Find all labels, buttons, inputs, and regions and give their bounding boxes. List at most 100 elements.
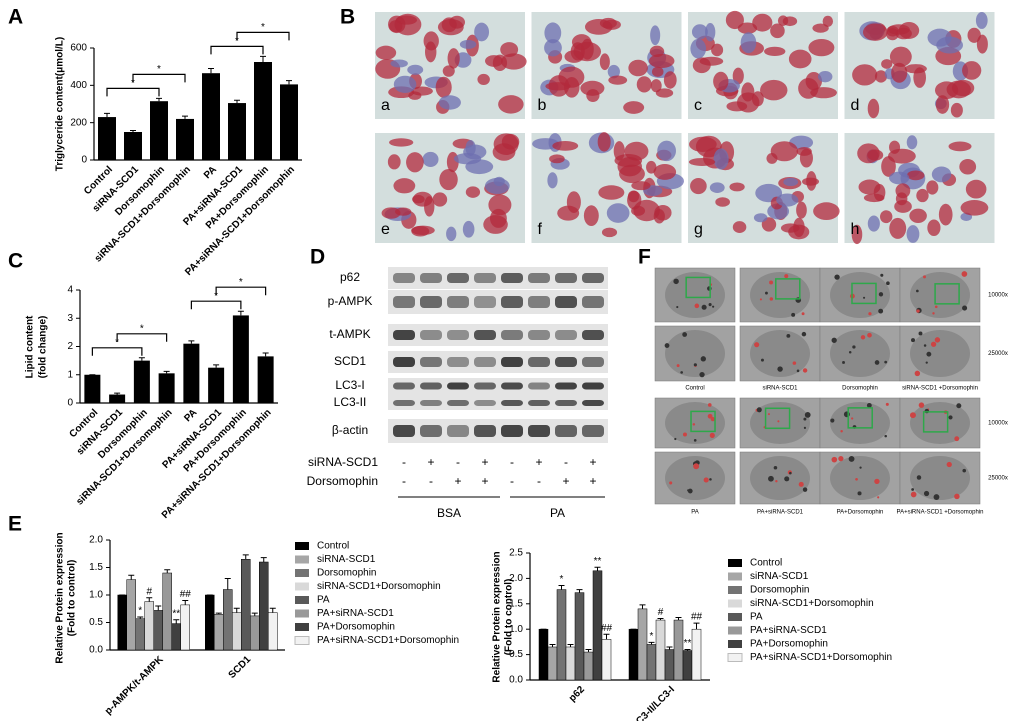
blot-band: [393, 330, 415, 340]
cell: [967, 27, 981, 43]
tem-droplet: [934, 305, 938, 309]
legend-label: PA: [317, 595, 330, 606]
tem-droplet: [860, 335, 866, 340]
bar: [232, 612, 242, 651]
error-bar: [603, 633, 610, 640]
zoom-box: [775, 278, 801, 300]
cell: [557, 205, 580, 221]
cell: [439, 168, 458, 191]
error-bar: [237, 310, 244, 316]
significance-bracket: [210, 45, 264, 55]
tem-droplet: [693, 363, 697, 367]
cell: [422, 151, 439, 168]
protein-label: p-AMPK: [328, 294, 373, 308]
significance-label: *: [650, 631, 654, 642]
tem-droplet: [765, 291, 768, 295]
tem-droplet: [954, 493, 960, 500]
cell: [695, 135, 722, 158]
blot-band: [528, 330, 550, 340]
cell: [764, 46, 786, 57]
cell: [796, 201, 807, 219]
error-bar: [693, 622, 700, 630]
panel-letter: B: [340, 6, 355, 29]
tem-droplet: [802, 368, 808, 373]
y-tick-label: 600: [70, 43, 87, 54]
bar: [135, 618, 145, 651]
bar: [109, 394, 126, 403]
treatment-sign: +: [481, 455, 488, 469]
tem-droplet: [693, 463, 700, 470]
blot-band: [447, 296, 469, 308]
cell: [863, 193, 885, 203]
cell: [725, 10, 744, 30]
error-bar: [549, 643, 556, 647]
cell: [793, 217, 805, 238]
blot-band: [420, 330, 442, 340]
bar: [205, 594, 215, 651]
bar: [171, 623, 181, 651]
cell: [387, 154, 401, 170]
cell: [606, 203, 630, 223]
legend-swatch: [728, 586, 742, 594]
tem-droplet: [956, 403, 962, 409]
tem-droplet: [918, 331, 923, 336]
tem-droplet: [769, 297, 774, 301]
significance-label: *: [138, 606, 142, 617]
significance-label: *: [131, 78, 135, 89]
cell: [862, 23, 888, 41]
cell: [485, 55, 503, 67]
cell: [627, 190, 640, 203]
tem-droplet: [916, 289, 919, 293]
tem-droplet: [756, 407, 762, 413]
tem-droplet: [923, 490, 930, 497]
cell: [888, 148, 916, 164]
cell: [602, 19, 621, 30]
cell: [741, 82, 755, 102]
y-tick-label: 1: [67, 369, 73, 380]
tem-droplet: [884, 360, 888, 364]
error-bar: [684, 649, 691, 651]
cell: [880, 210, 893, 224]
bar: [98, 117, 116, 160]
blot-band: [555, 330, 577, 340]
cell-cluster: [852, 12, 988, 119]
tem-droplet: [712, 305, 715, 308]
y-tick-label: 0.0: [509, 675, 523, 686]
cell: [395, 207, 412, 216]
tem-droplet: [909, 412, 916, 419]
bar: [162, 572, 172, 651]
blot-band: [420, 382, 442, 390]
cell: [651, 66, 664, 77]
tem-cell: [665, 402, 725, 444]
x-tick-label: PA+siRNA-SCD1+Dorsomophin: [160, 407, 274, 521]
y-tick-label: 1.5: [509, 598, 523, 609]
tem-droplet: [848, 351, 852, 354]
tem-droplet: [880, 273, 884, 277]
significance-label: *: [261, 22, 265, 33]
blot-band: [501, 425, 523, 437]
cell: [447, 48, 460, 69]
treatment-sign: -: [402, 474, 406, 488]
significance-label: ##: [601, 623, 613, 634]
blot-band: [555, 273, 577, 283]
significance-label: *: [235, 36, 239, 47]
tem-droplet: [918, 402, 925, 408]
cell: [395, 15, 418, 25]
cell-cluster: [688, 135, 840, 240]
image-label: c: [694, 97, 702, 114]
tem-droplet: [834, 274, 840, 280]
cell: [886, 28, 899, 41]
cell: [906, 225, 920, 243]
legend-swatch: [728, 626, 742, 635]
cell: [688, 157, 716, 166]
zoom-box: [764, 407, 791, 430]
cell: [891, 62, 908, 83]
error-bar: [156, 97, 162, 102]
error-bar: [260, 557, 267, 562]
legend-label: Control: [750, 558, 782, 569]
bar: [241, 559, 251, 651]
tem-caption: siRNA-SCD1: [762, 386, 798, 392]
tem-droplet: [830, 418, 835, 423]
tem-droplet: [962, 468, 967, 473]
